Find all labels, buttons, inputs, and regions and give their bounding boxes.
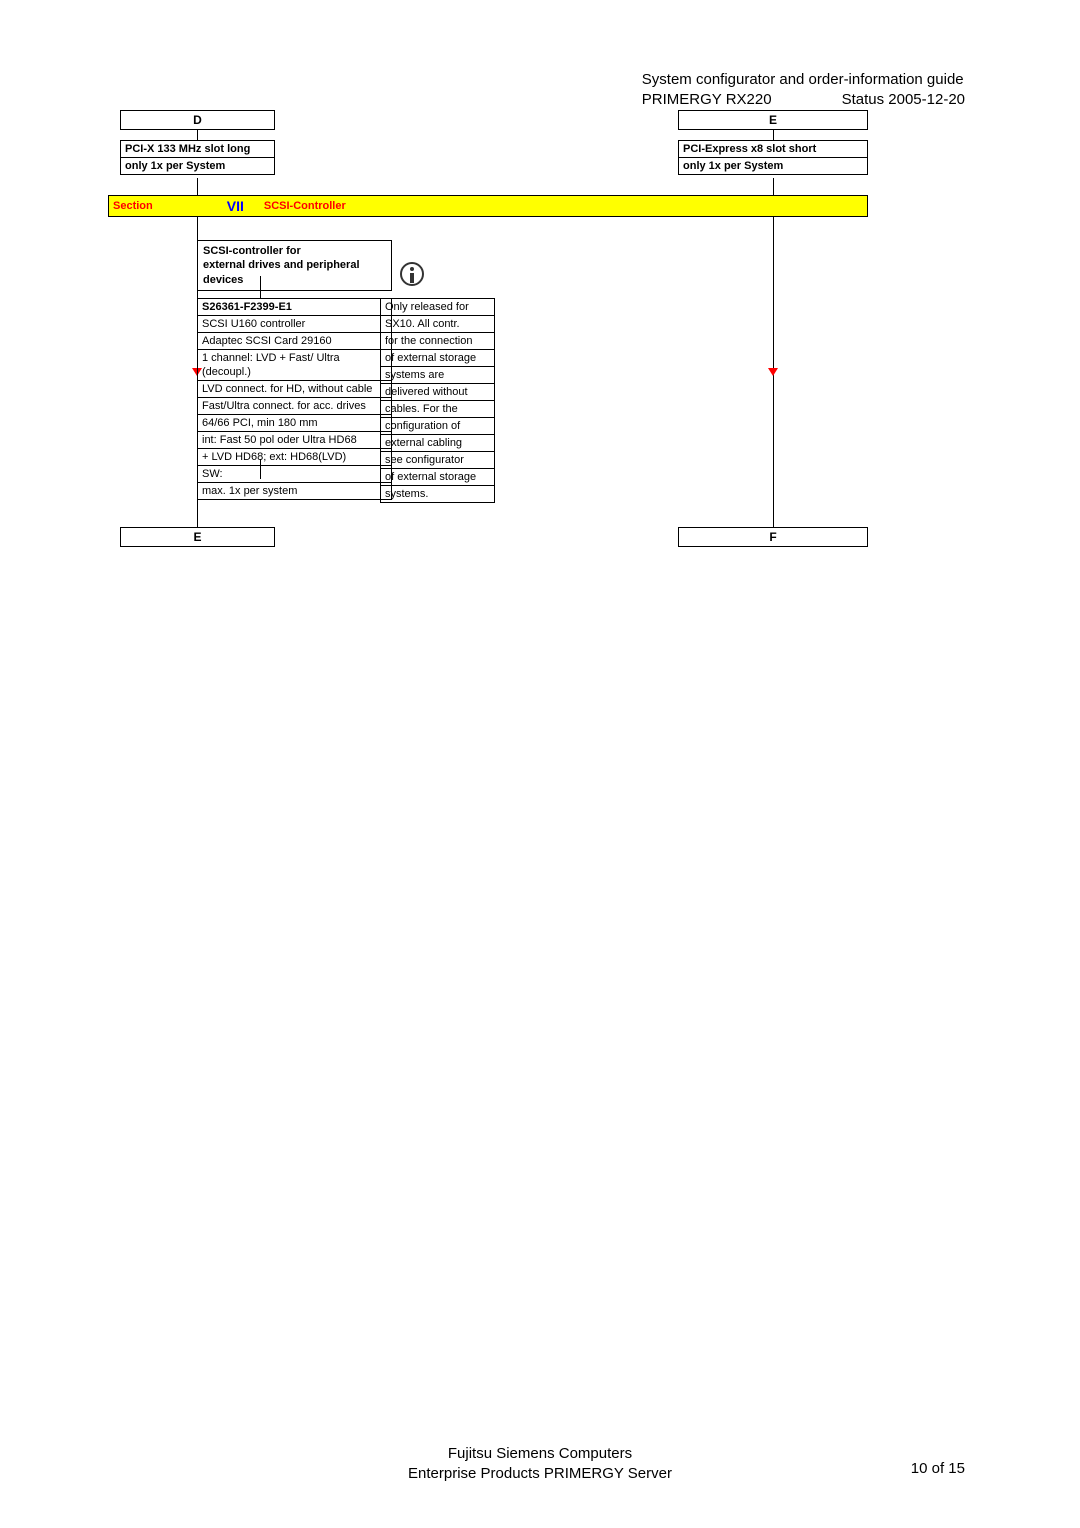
scsi-heading-line1: SCSI-controller for (203, 244, 386, 258)
note-row: see configurator (381, 452, 494, 469)
page-header: System configurator and order-informatio… (642, 70, 965, 111)
spec-row: SW: (198, 466, 391, 483)
connector-line (260, 459, 261, 479)
header-title: System configurator and order-informatio… (642, 70, 965, 90)
pci-express-row2: only 1x per System (679, 158, 867, 174)
connector-label-f: F (678, 527, 868, 547)
spec-row: Adaptec SCSI Card 29160 (198, 333, 391, 350)
pci-x-slot-row1: PCI-X 133 MHz slot long (121, 141, 274, 158)
spec-row: Fast/Ultra connect. for acc. drives (198, 398, 391, 415)
pci-x-slot-row2: only 1x per System (121, 158, 274, 174)
note-row: for the connection (381, 333, 494, 350)
connector-line (197, 178, 198, 195)
connector-label-d: D (120, 110, 275, 130)
connector-label-e-top: E (678, 110, 868, 130)
info-icon (400, 262, 424, 286)
header-subline: PRIMERGY RX220 Status 2005-12-20 (642, 90, 965, 110)
note-row: cables. For the (381, 401, 494, 418)
scsi-heading-line2: external drives and peripheral devices (203, 258, 386, 287)
spec-row: 64/66 PCI, min 180 mm (198, 415, 391, 432)
note-row: configuration of (381, 418, 494, 435)
note-row: SX10. All contr. (381, 316, 494, 333)
section-label: Section (113, 200, 153, 212)
pci-express-slot-box: PCI-Express x8 slot short only 1x per Sy… (678, 140, 868, 175)
spec-row: S26361-F2399-E1 (198, 299, 391, 316)
header-status: Status 2005-12-20 (842, 90, 965, 110)
connector-line (197, 130, 198, 140)
pci-x-slot-box: PCI-X 133 MHz slot long only 1x per Syst… (120, 140, 275, 175)
page-number: 10 of 15 (911, 1460, 965, 1477)
section-title: SCSI-Controller (264, 200, 346, 212)
note-row: Only released for (381, 299, 494, 316)
pci-express-row1: PCI-Express x8 slot short (679, 141, 867, 158)
connector-line (260, 276, 261, 298)
connector-label-e-bottom: E (120, 527, 275, 547)
spec-row: int: Fast 50 pol oder Ultra HD68 (198, 432, 391, 449)
scsi-controller-heading: SCSI-controller for external drives and … (197, 240, 392, 291)
spec-row: + LVD HD68; ext: HD68(LVD) (198, 449, 391, 466)
note-row: systems. (381, 486, 494, 502)
arrow-down-icon (768, 368, 778, 376)
note-row: delivered without (381, 384, 494, 401)
spec-row: 1 channel: LVD + Fast/ Ultra (decoupl.) (198, 350, 391, 381)
note-row: of external storage (381, 469, 494, 486)
connector-line (773, 178, 774, 195)
spec-row: max. 1x per system (198, 483, 391, 499)
note-row: external cabling (381, 435, 494, 452)
scsi-spec-table: S26361-F2399-E1 SCSI U160 controller Ada… (197, 298, 392, 500)
note-row: systems are (381, 367, 494, 384)
release-note-box: Only released for SX10. All contr. for t… (380, 298, 495, 503)
spec-row: SCSI U160 controller (198, 316, 391, 333)
section-number: VII (227, 198, 244, 214)
note-row: of external storage (381, 350, 494, 367)
spec-row: LVD connect. for HD, without cable (198, 381, 391, 398)
section-bar: Section VII SCSI-Controller (108, 195, 868, 217)
header-model: PRIMERGY RX220 (642, 90, 772, 110)
connector-line (773, 130, 774, 140)
